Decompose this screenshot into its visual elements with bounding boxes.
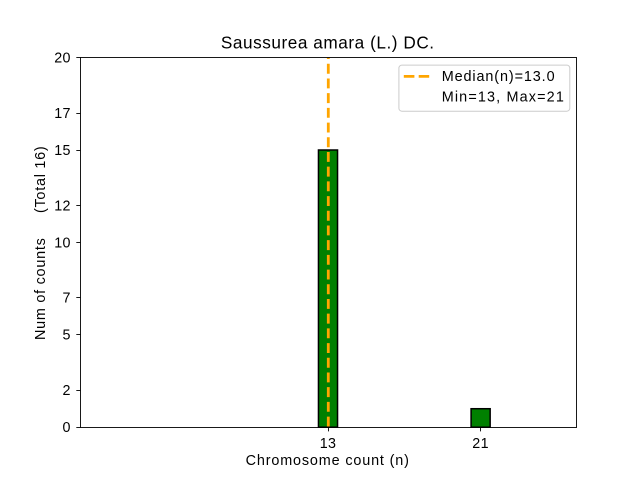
svg-text:Chromosome count (n): Chromosome count (n): [246, 453, 410, 469]
svg-text:Num of counts: Num of counts: [33, 237, 49, 340]
svg-text:2: 2: [62, 383, 70, 399]
svg-text:7: 7: [62, 291, 70, 307]
svg-text:(Total 16): (Total 16): [33, 146, 49, 214]
svg-text:Min=13, Max=21: Min=13, Max=21: [442, 90, 565, 106]
svg-text:0: 0: [62, 420, 70, 436]
svg-text:Saussurea amara (L.) DC.: Saussurea amara (L.) DC.: [221, 33, 435, 53]
svg-text:Median(n)=13.0: Median(n)=13.0: [442, 69, 556, 85]
svg-text:15: 15: [54, 143, 71, 159]
svg-text:13: 13: [320, 436, 337, 452]
svg-text:10: 10: [54, 235, 71, 251]
svg-text:20: 20: [54, 51, 71, 67]
svg-text:21: 21: [472, 436, 489, 452]
svg-text:12: 12: [54, 198, 71, 214]
svg-text:17: 17: [54, 106, 71, 122]
svg-text:5: 5: [62, 328, 70, 344]
